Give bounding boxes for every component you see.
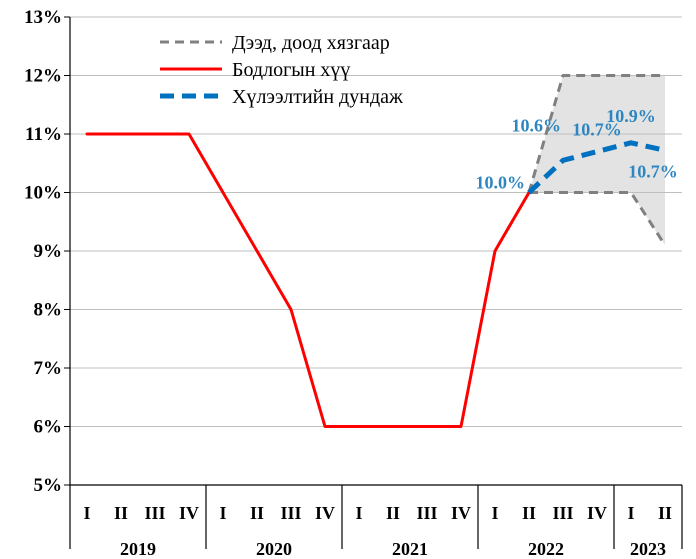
data-label: 10.9% <box>606 106 656 126</box>
legend-label: Бодлогын хүү <box>232 59 350 81</box>
data-label: 10.7% <box>572 120 622 140</box>
x-quarter-label: IV <box>315 503 335 523</box>
y-tick-label: 5% <box>34 475 63 496</box>
x-quarter-label: III <box>416 503 437 523</box>
y-tick-label: 13% <box>24 7 62 28</box>
forecast-range-band <box>529 75 665 246</box>
series-line-expect <box>527 140 666 195</box>
y-tick-label: 6% <box>34 417 63 438</box>
y-tick-label: 7% <box>34 358 63 379</box>
y-tick-label: 8% <box>34 300 63 321</box>
x-year-label: 2022 <box>528 539 564 559</box>
x-quarter-label: III <box>144 503 165 523</box>
x-year-label: 2019 <box>120 539 156 559</box>
x-quarter-label: II <box>658 503 672 523</box>
x-year-label: 2023 <box>630 539 666 559</box>
x-quarter-label: I <box>219 503 226 523</box>
y-tick-label: 12% <box>24 66 62 87</box>
x-quarter-label: IV <box>587 503 607 523</box>
data-label: 10.0% <box>476 173 526 193</box>
x-quarter-label: I <box>627 503 634 523</box>
legend-label: Хүлээлтийн дундаж <box>232 86 403 108</box>
legend-label: Дээд, доод хязгаар <box>232 32 390 54</box>
data-label: 10.6% <box>512 115 562 135</box>
x-quarter-label: IV <box>179 503 199 523</box>
x-quarter-label: III <box>552 503 573 523</box>
y-tick-label: 9% <box>34 241 63 262</box>
x-quarter-label: I <box>83 503 90 523</box>
x-quarter-label: II <box>114 503 128 523</box>
x-quarter-label: II <box>250 503 264 523</box>
series-line-main <box>85 132 531 428</box>
x-quarter-label: I <box>491 503 498 523</box>
x-year-label: 2020 <box>256 539 292 559</box>
series-line-lower <box>529 191 667 246</box>
x-year-label: 2021 <box>392 539 428 559</box>
data-label: 10.7% <box>628 162 678 182</box>
x-quarter-label: II <box>522 503 536 523</box>
y-tick-label: 11% <box>25 124 62 145</box>
x-quarter-label: I <box>355 503 362 523</box>
y-tick-label: 10% <box>24 183 62 204</box>
x-quarter-label: IV <box>451 503 471 523</box>
x-quarter-label: II <box>386 503 400 523</box>
series-line-upper <box>527 74 665 193</box>
x-quarter-label: III <box>280 503 301 523</box>
